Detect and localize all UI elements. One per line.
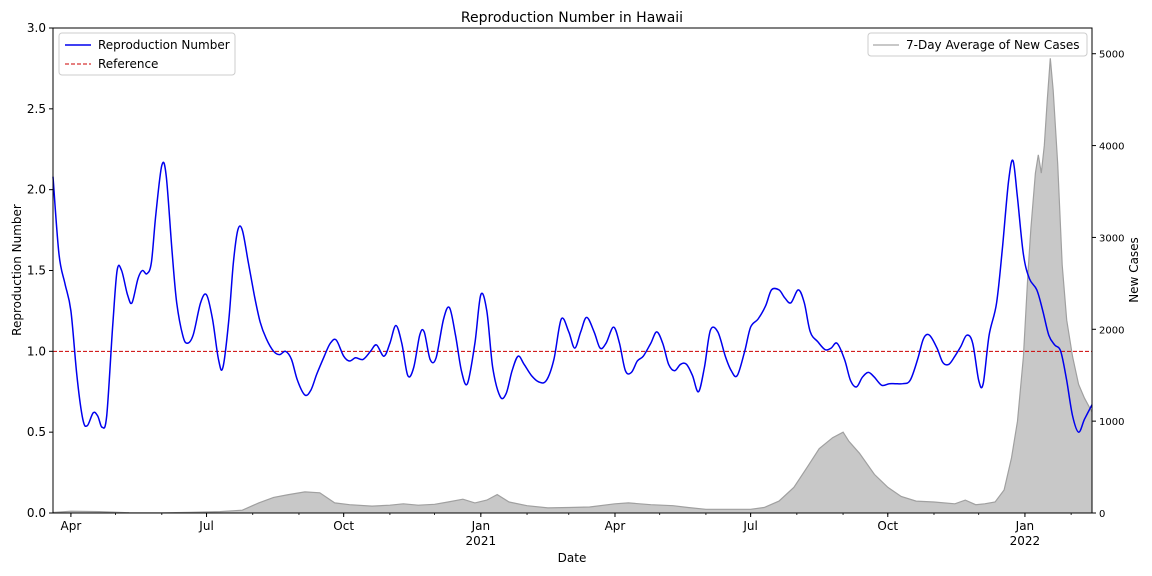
x-tick-label: Jul xyxy=(742,519,757,533)
cases-line xyxy=(52,58,1093,514)
y-tick-label: 3.0 xyxy=(27,21,46,35)
y-tick-label: 0.5 xyxy=(27,425,46,439)
y-tick-label: 1.0 xyxy=(27,344,46,358)
x-tick-label: Oct xyxy=(877,519,898,533)
x-tick-label: Jul xyxy=(198,519,213,533)
chart-title: Reproduction Number in Hawaii xyxy=(461,10,683,26)
legend-reference-label: Reference xyxy=(98,57,158,71)
y2-tick-label: 4000 xyxy=(1099,142,1124,153)
x-tick-label: Oct xyxy=(333,519,354,533)
y2-tick-label: 0 xyxy=(1099,509,1105,520)
x-tick-label: Jan xyxy=(1015,519,1035,533)
y2-tick-label: 5000 xyxy=(1099,50,1124,61)
y2-tick-label: 1000 xyxy=(1099,417,1124,428)
x-tick-label: Apr xyxy=(61,519,82,533)
legend-right: 7-Day Average of New Cases xyxy=(867,32,1088,57)
x-tick-year-label: 2022 xyxy=(1010,534,1041,548)
y-axis-label: Reproduction Number xyxy=(10,204,24,336)
y-tick-label: 2.0 xyxy=(27,183,46,197)
rt-line-layer xyxy=(52,159,1093,433)
rt-line xyxy=(52,159,1093,433)
x-axis-label: Date xyxy=(558,551,587,565)
cases-area-layer xyxy=(52,58,1093,514)
y2-tick-label: 2000 xyxy=(1099,325,1124,336)
legend-left: Reproduction Number Reference xyxy=(58,32,236,76)
legend-right-box xyxy=(867,32,1088,57)
y-tick-label: 0.0 xyxy=(27,506,46,520)
right-y-axis: 0 1000 2000 3000 4000 5000 xyxy=(1092,50,1124,520)
legend-rt-label: Reproduction Number xyxy=(98,38,230,52)
y-tick-label: 1.5 xyxy=(27,264,46,278)
y-tick-label: 2.5 xyxy=(27,102,46,116)
left-y-axis: 0.0 0.5 1.0 1.5 2.0 2.5 3.0 xyxy=(27,21,53,520)
x-tick-label: Jan xyxy=(471,519,491,533)
x-tick-year-label: 2021 xyxy=(466,534,497,548)
y2-tick-label: 3000 xyxy=(1099,233,1124,244)
legend-left-box xyxy=(58,32,236,76)
y2-axis-label: New Cases xyxy=(1127,237,1141,303)
x-tick-label: Apr xyxy=(605,519,626,533)
legend-cases-label: 7-Day Average of New Cases xyxy=(906,38,1080,52)
